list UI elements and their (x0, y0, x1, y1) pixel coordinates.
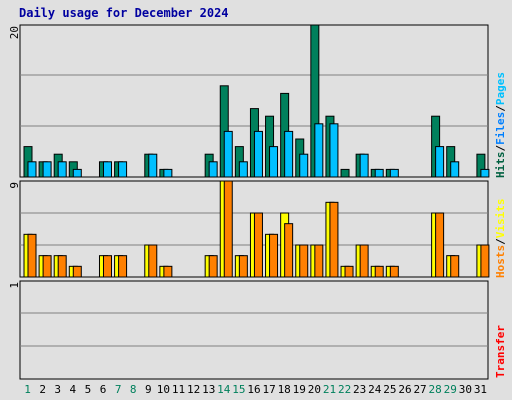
day-label-14: 14 (217, 383, 231, 396)
day-label-1: 1 (24, 383, 31, 396)
hosts-bar-21 (329, 201, 339, 278)
pages-bar-3 (57, 161, 67, 178)
hosts-bar-23 (359, 244, 369, 278)
hosts-bar-14 (223, 180, 233, 278)
day-label-20: 20 (308, 383, 321, 396)
pages-bar-1 (27, 161, 37, 178)
legend-visits: Visits (494, 198, 507, 239)
hosts-bar-6 (102, 255, 112, 278)
pages-bar-31 (480, 168, 490, 178)
hosts-bar-24 (374, 265, 384, 278)
hosts-bar-20 (314, 244, 324, 278)
day-label-6: 6 (100, 383, 107, 396)
day-label-7: 7 (115, 383, 122, 396)
pages-bar-28 (435, 146, 445, 178)
pages-bar-23 (359, 153, 369, 178)
ymax-label-1: 20 (8, 26, 21, 39)
legend-transfer-wrap: Transfer (494, 318, 507, 378)
hosts-bar-7 (118, 255, 128, 278)
day-label-31: 31 (474, 383, 487, 396)
pages-bar-2 (42, 161, 52, 178)
day-label-5: 5 (85, 383, 92, 396)
day-label-30: 30 (459, 383, 472, 396)
panel-frame-3 (19, 280, 489, 380)
hosts-bar-29 (450, 255, 460, 278)
day-label-9: 9 (145, 383, 152, 396)
day-label-24: 24 (368, 383, 382, 396)
hosts-bar-4 (72, 265, 82, 278)
day-label-16: 16 (247, 383, 260, 396)
day-label-19: 19 (293, 383, 306, 396)
day-label-15: 15 (232, 383, 245, 396)
day-label-28: 28 (429, 383, 442, 396)
hosts-bar-15 (238, 255, 248, 278)
hosts-bar-13 (208, 255, 218, 278)
legend-files: Files (494, 111, 507, 145)
ymax-label-2: 9 (8, 182, 21, 189)
legend-hosts-visits: Hosts/Visits (494, 198, 507, 279)
legend-pages: Pages (494, 72, 507, 106)
pages-bar-20 (314, 123, 324, 178)
hosts-bar-19 (299, 244, 309, 278)
day-label-2: 2 (39, 383, 46, 396)
day-label-22: 22 (338, 383, 351, 396)
pages-bar-7 (118, 161, 128, 178)
day-label-13: 13 (202, 383, 215, 396)
day-label-21: 21 (323, 383, 336, 396)
legend-hits-files-pages: Hits/Files/Pages (494, 72, 507, 179)
day-label-29: 29 (444, 383, 457, 396)
pages-bar-15 (238, 161, 248, 178)
pages-bar-18 (284, 130, 294, 178)
pages-bar-24 (374, 168, 384, 178)
pages-bar-10 (163, 168, 173, 178)
pages-bar-19 (299, 153, 309, 178)
hits-bar-22 (340, 168, 350, 178)
hosts-bar-25 (389, 265, 399, 278)
day-label-17: 17 (262, 383, 275, 396)
legend-hosts: Hosts (494, 244, 507, 278)
hosts-bar-2 (42, 255, 52, 278)
hosts-bar-31 (480, 244, 490, 278)
day-label-4: 4 (70, 383, 77, 396)
pages-bar-4 (72, 168, 82, 178)
day-label-8: 8 (130, 383, 137, 396)
day-label-26: 26 (398, 383, 411, 396)
day-label-10: 10 (157, 383, 170, 396)
pages-bar-14 (223, 130, 233, 178)
ymax-label-3: 1 (8, 282, 21, 289)
day-label-25: 25 (383, 383, 396, 396)
chart-title: Daily usage for December 2024 (19, 6, 229, 20)
day-label-3: 3 (54, 383, 61, 396)
hosts-bar-16 (253, 212, 263, 278)
hosts-bar-9 (148, 244, 158, 278)
pages-bar-16 (253, 130, 263, 178)
hosts-bar-18 (284, 223, 294, 278)
hosts-bar-28 (435, 212, 445, 278)
day-label-11: 11 (172, 383, 185, 396)
day-label-23: 23 (353, 383, 366, 396)
pages-bar-13 (208, 161, 218, 178)
legend-transfer: Transfer (494, 325, 507, 378)
pages-bar-25 (389, 168, 399, 178)
pages-bar-21 (329, 123, 339, 178)
hosts-bar-22 (344, 265, 354, 278)
legend-hits: Hits (494, 151, 507, 179)
pages-bar-17 (269, 146, 279, 178)
pages-bar-29 (450, 161, 460, 178)
hosts-bar-3 (57, 255, 67, 278)
pages-bar-6 (102, 161, 112, 178)
hosts-bar-17 (269, 233, 279, 278)
day-label-18: 18 (278, 383, 291, 396)
hosts-bar-1 (27, 233, 37, 278)
day-label-27: 27 (413, 383, 426, 396)
hosts-bar-10 (163, 265, 173, 278)
day-label-12: 12 (187, 383, 200, 396)
pages-bar-9 (148, 153, 158, 178)
